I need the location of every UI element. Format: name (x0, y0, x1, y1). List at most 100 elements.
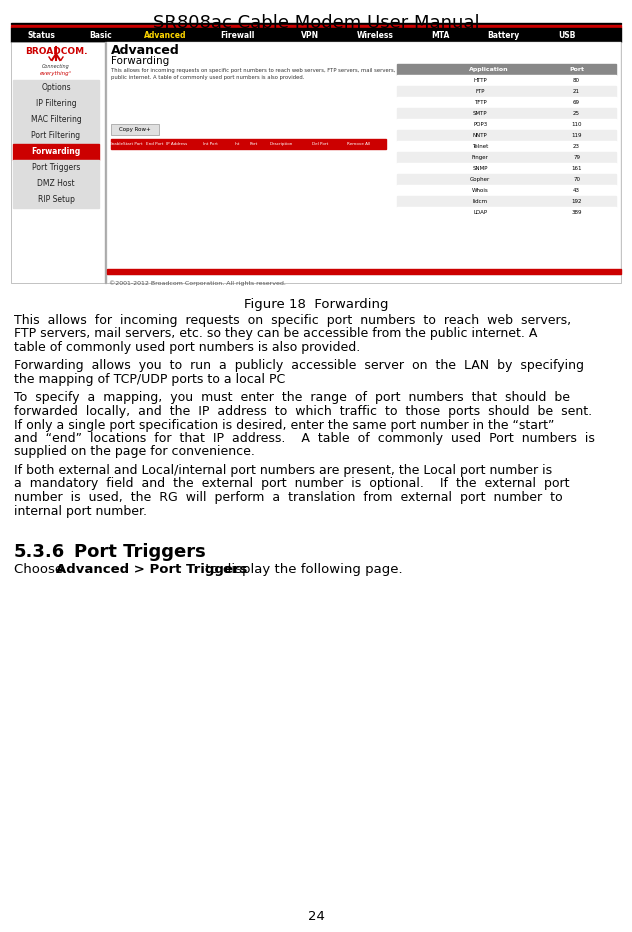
Text: Port: Port (250, 142, 258, 146)
Text: 21: 21 (573, 89, 580, 94)
Bar (13, 176, 99, 192)
Text: 70: 70 (573, 177, 580, 182)
Bar (107, 269, 621, 274)
Bar (397, 64, 616, 75)
Bar (111, 124, 159, 135)
Text: Firewall: Firewall (220, 31, 254, 39)
Bar (397, 174, 616, 185)
Bar (13, 144, 99, 160)
Text: SR808ac Cable Modem User Manual: SR808ac Cable Modem User Manual (153, 14, 479, 32)
Text: number  is  used,  the  RG  will  perform  a  translation  from  external  port : number is used, the RG will perform a tr… (14, 491, 562, 504)
Text: End Port: End Port (147, 142, 164, 146)
Text: Del Port: Del Port (312, 142, 328, 146)
Text: This  allows  for  incoming  requests  on  specific  port  numbers  to  reach  w: This allows for incoming requests on spe… (14, 314, 571, 327)
Text: If both external and Local/internal port numbers are present, the Local port num: If both external and Local/internal port… (14, 464, 552, 477)
Bar (397, 196, 616, 207)
Bar (111, 139, 386, 149)
Text: Int Port: Int Port (203, 142, 217, 146)
Text: MTA: MTA (431, 31, 450, 39)
Bar (13, 80, 99, 96)
Text: Advanced: Advanced (111, 44, 179, 57)
Text: Forwarding: Forwarding (32, 147, 81, 157)
Text: Port Filtering: Port Filtering (32, 131, 80, 141)
Text: FTP servers, mail servers, etc. so they can be accessible from the public intern: FTP servers, mail servers, etc. so they … (14, 327, 537, 340)
Text: Connecting: Connecting (42, 64, 70, 69)
Text: 5.3.6: 5.3.6 (14, 543, 65, 561)
Bar (105, 42, 106, 283)
Text: VPN: VPN (301, 31, 319, 39)
Text: to display the following page.: to display the following page. (201, 563, 403, 576)
Text: Gopher: Gopher (470, 177, 490, 182)
Text: Port Triggers: Port Triggers (74, 543, 206, 561)
Text: Status: Status (27, 31, 55, 39)
Text: 110: 110 (571, 122, 582, 127)
Bar (397, 163, 616, 174)
Text: Port Triggers: Port Triggers (32, 163, 80, 172)
Bar (13, 160, 99, 176)
Text: TFTP: TFTP (474, 100, 487, 105)
Text: 389: 389 (571, 210, 582, 215)
Text: Remove All: Remove All (347, 142, 370, 146)
Text: Copy Row+: Copy Row+ (119, 127, 151, 132)
Text: the mapping of TCP/UDP ports to a local PC: the mapping of TCP/UDP ports to a local … (14, 373, 285, 386)
Bar (397, 152, 616, 163)
Text: MAC Filtering: MAC Filtering (30, 116, 82, 125)
Text: 80: 80 (573, 78, 580, 83)
Text: and  “end”  locations  for  that  IP  address.    A  table  of  commonly  used  : and “end” locations for that IP address.… (14, 432, 595, 445)
Text: 43: 43 (573, 188, 580, 193)
Text: Figure 18  Forwarding: Figure 18 Forwarding (244, 298, 388, 311)
Text: supplied on the page for convenience.: supplied on the page for convenience. (14, 445, 255, 459)
Text: FTP: FTP (475, 89, 485, 94)
Text: internal port number.: internal port number. (14, 504, 147, 517)
Bar (397, 119, 616, 130)
Text: Start Port: Start Port (123, 142, 143, 146)
Bar (397, 86, 616, 97)
Text: HTTP: HTTP (473, 78, 487, 83)
Bar (397, 97, 616, 108)
Text: LDAP: LDAP (473, 210, 487, 215)
Text: Whois: Whois (472, 188, 489, 193)
Text: Port: Port (569, 67, 584, 72)
Bar (13, 96, 99, 112)
Bar (13, 128, 99, 144)
Bar (397, 130, 616, 141)
Text: To  specify  a  mapping,  you  must  enter  the  range  of  port  numbers  that : To specify a mapping, you must enter the… (14, 391, 570, 404)
Text: 69: 69 (573, 100, 580, 105)
Bar (13, 192, 99, 208)
Text: 161: 161 (571, 166, 582, 171)
Text: 25: 25 (573, 111, 580, 116)
Text: Forwarding: Forwarding (111, 56, 169, 66)
Bar (397, 185, 616, 196)
Text: Iidcm: Iidcm (473, 199, 488, 204)
Text: USB: USB (558, 31, 576, 39)
Text: Wireless: Wireless (356, 31, 393, 39)
Text: 79: 79 (573, 155, 580, 160)
Text: Options: Options (41, 84, 71, 92)
Text: forwarded  locally,  and  the  IP  address  to  which  traffic  to  those  ports: forwarded locally, and the IP address to… (14, 405, 592, 418)
Text: IP Filtering: IP Filtering (35, 100, 76, 108)
Bar (397, 108, 616, 119)
Text: BROADCOM.: BROADCOM. (25, 47, 87, 56)
Bar (11, 23, 621, 24)
Text: IP Address: IP Address (166, 142, 188, 146)
Bar (397, 141, 616, 152)
Bar (397, 75, 616, 86)
Text: Battery: Battery (487, 31, 520, 39)
Bar (11, 28, 621, 42)
Text: Finger: Finger (471, 155, 489, 160)
Text: 192: 192 (571, 199, 582, 204)
Text: DMZ Host: DMZ Host (37, 180, 75, 188)
Text: ©2001-2012 Broadcom Corporation. All rights reserved.: ©2001-2012 Broadcom Corporation. All rig… (109, 280, 286, 285)
Text: a  mandatory  field  and  the  external  port  number  is  optional.    If  the : a mandatory field and the external port … (14, 477, 569, 490)
Bar (397, 207, 616, 218)
Text: 24: 24 (308, 910, 324, 923)
Bar (13, 112, 99, 128)
Text: 119: 119 (571, 133, 582, 138)
Text: Description: Description (270, 142, 293, 146)
Text: 23: 23 (573, 144, 580, 149)
Bar (11, 42, 621, 283)
Text: everything°: everything° (40, 71, 72, 76)
Text: If only a single port specification is desired, enter the same port number in th: If only a single port specification is d… (14, 418, 554, 432)
Text: POP3: POP3 (473, 122, 487, 127)
Text: Telnet: Telnet (472, 144, 489, 149)
